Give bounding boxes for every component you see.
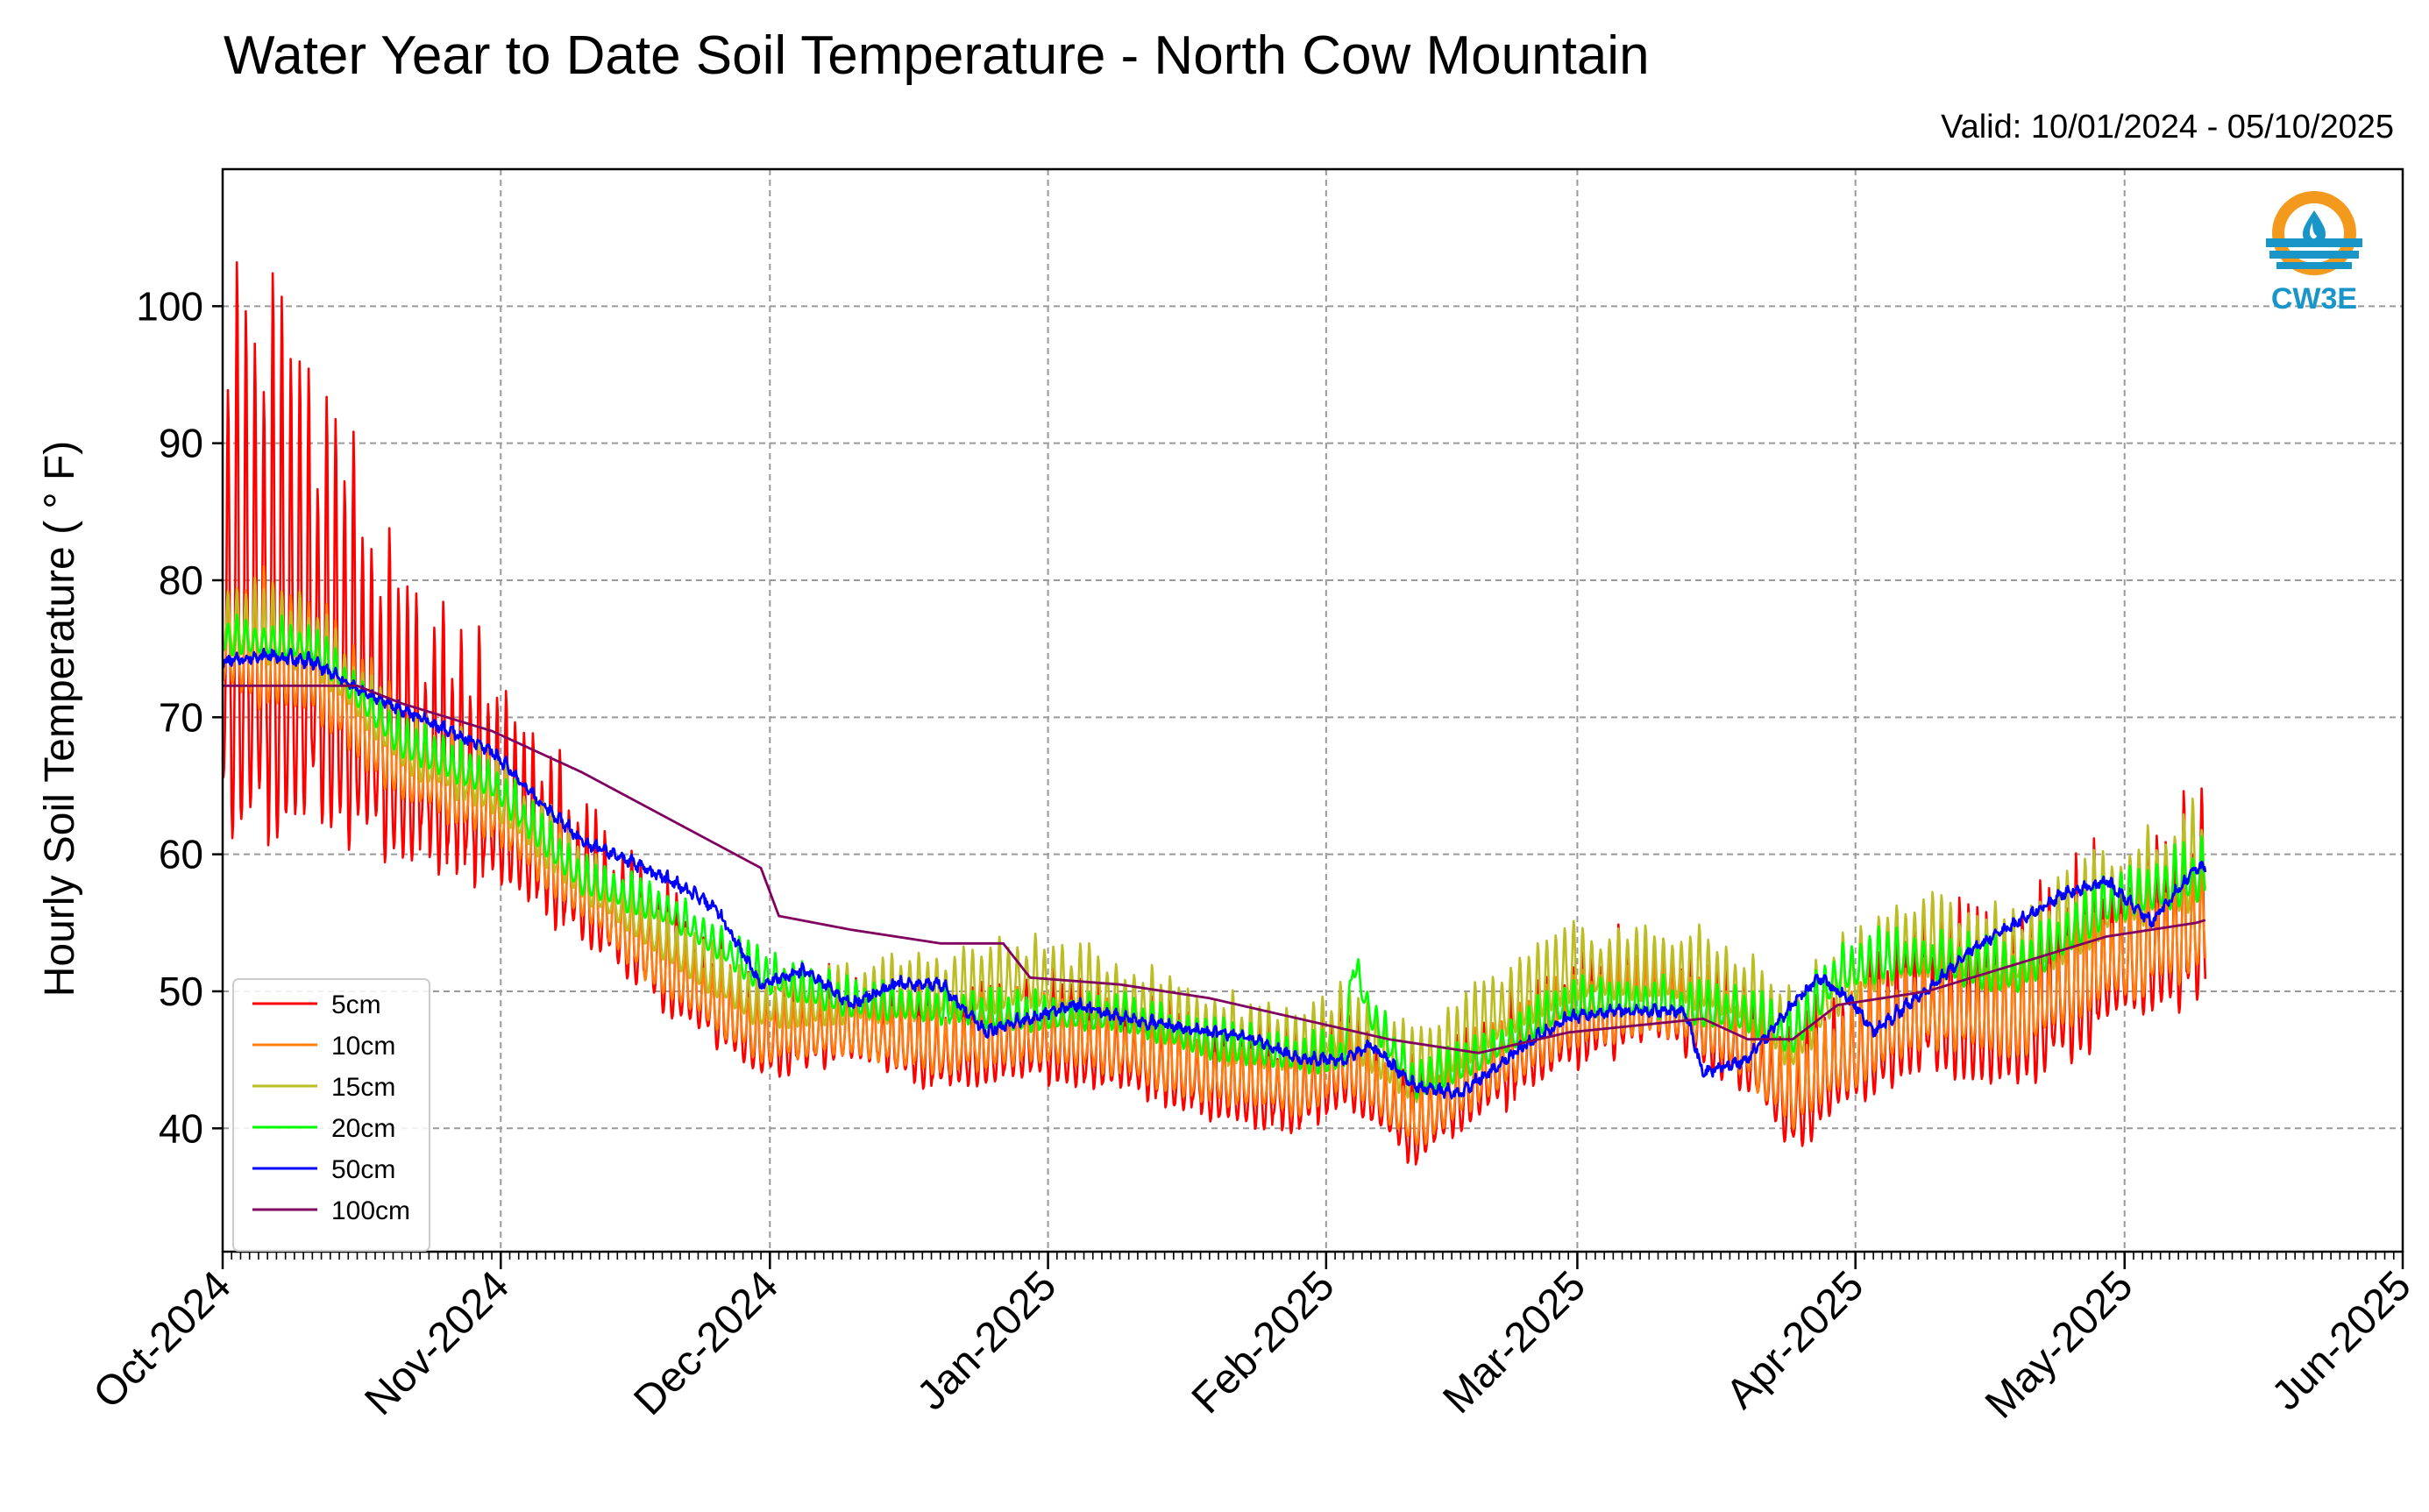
x-tick-label: Jan-2025 <box>908 1262 1065 1419</box>
y-tick-label: 50 <box>159 969 203 1014</box>
y-tick-label: 70 <box>159 694 203 740</box>
series-line-20cm <box>221 613 2206 1100</box>
y-axis-label: Hourly Soil Temperature ( ° F) <box>37 441 83 997</box>
legend: 5cm 10cm 15cm 20cm 50cm 100cm <box>232 978 430 1252</box>
x-tick-label: May-2025 <box>1977 1262 2141 1427</box>
y-tick-label: 40 <box>159 1105 203 1151</box>
cw3e-logo: CW3E <box>2257 184 2371 324</box>
cw3e-logo-icon <box>2266 191 2362 275</box>
x-tick-label: Feb-2025 <box>1183 1262 1344 1423</box>
y-tick-label: 100 <box>136 283 203 329</box>
legend-label: 20cm <box>331 1114 395 1143</box>
plot-frame <box>221 167 2404 1253</box>
x-tick-label: Mar-2025 <box>1434 1262 1594 1423</box>
series-line-100cm <box>222 685 2206 1054</box>
y-tick-label: 80 <box>159 557 203 603</box>
legend-label: 5cm <box>331 990 381 1019</box>
legend-box <box>232 978 430 1252</box>
x-tick-label: Jun-2025 <box>2263 1262 2420 1419</box>
chart-title: Water Year to Date Soil Temperature - No… <box>224 25 1650 86</box>
valid-range: Valid: 10/01/2024 - 05/10/2025 <box>1941 109 2394 146</box>
y-tick-label: 60 <box>159 832 203 877</box>
legend-label: 10cm <box>331 1032 395 1061</box>
y-tick-label: 90 <box>159 421 203 466</box>
cw3e-logo-text: CW3E <box>2270 282 2358 316</box>
series-line-50cm <box>222 648 2207 1100</box>
x-tick-label: Nov-2024 <box>356 1262 518 1424</box>
x-tick-label: Oct-2024 <box>85 1262 240 1417</box>
series-layer <box>221 260 2207 1166</box>
legend-label: 15cm <box>331 1073 395 1102</box>
x-tick-label: Apr-2025 <box>1717 1262 1872 1417</box>
legend-label: 100cm <box>331 1196 410 1225</box>
x-tick-label: Dec-2024 <box>625 1262 787 1424</box>
axis-layer: 40 50 60 70 80 90 100 Oct-2024 Nov-2024 Dec-2024 J… <box>85 167 2420 1428</box>
legend-label: 50cm <box>331 1155 395 1184</box>
